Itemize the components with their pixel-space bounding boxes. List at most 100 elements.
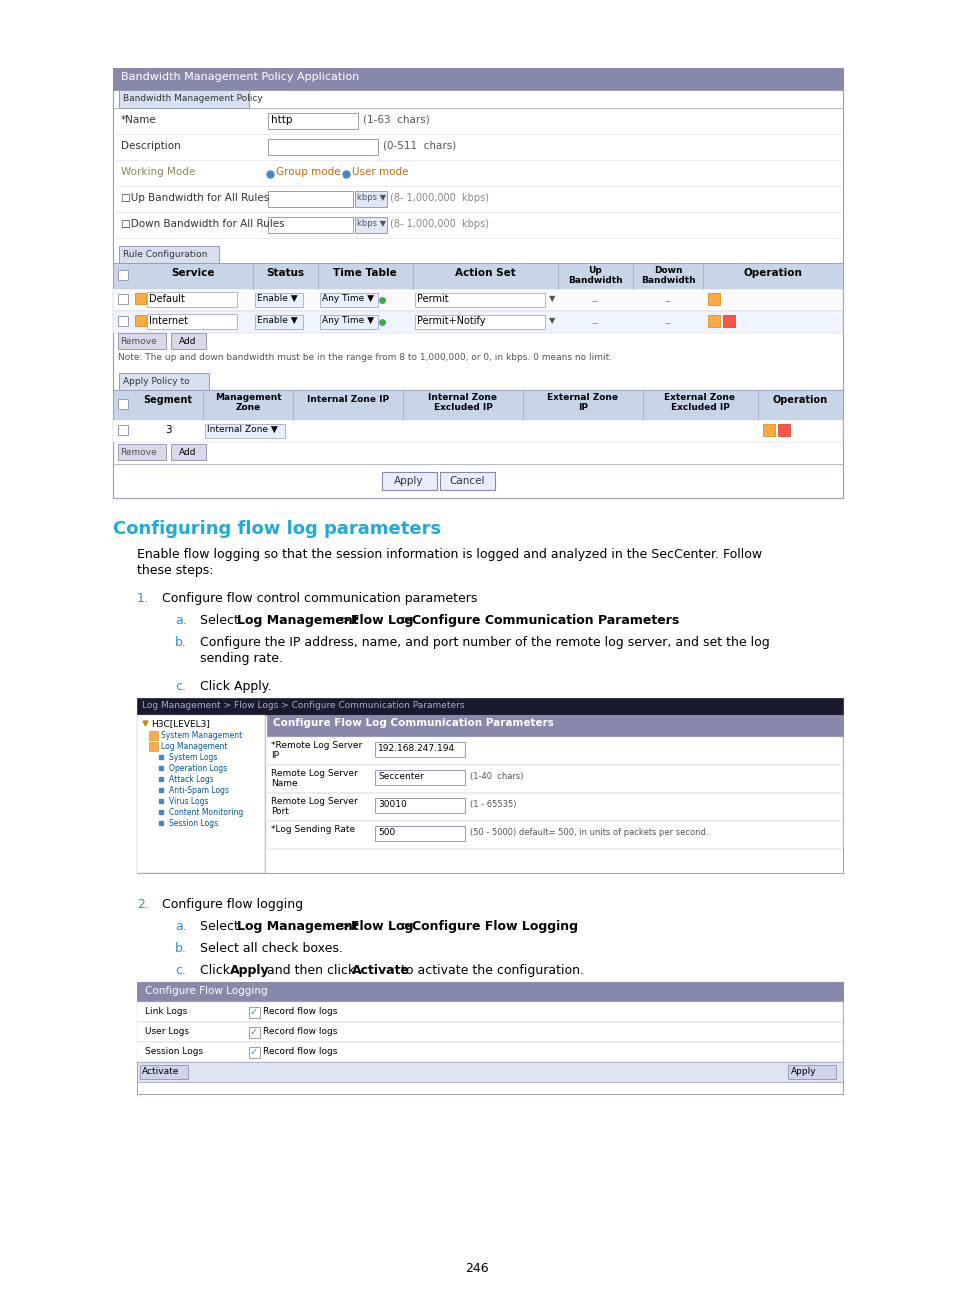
- Text: Enable ▼: Enable ▼: [256, 316, 297, 325]
- FancyBboxPatch shape: [137, 1002, 842, 1023]
- FancyBboxPatch shape: [135, 315, 146, 327]
- FancyBboxPatch shape: [205, 424, 285, 438]
- FancyBboxPatch shape: [319, 293, 377, 307]
- Text: Select all check boxes.: Select all check boxes.: [200, 942, 342, 955]
- Text: Remote Log Server
Name: Remote Log Server Name: [271, 769, 357, 788]
- FancyBboxPatch shape: [415, 293, 544, 307]
- FancyBboxPatch shape: [268, 113, 357, 130]
- FancyBboxPatch shape: [249, 1026, 260, 1038]
- FancyBboxPatch shape: [249, 1047, 260, 1058]
- Text: .: .: [539, 920, 543, 933]
- Text: Internet: Internet: [149, 316, 188, 327]
- Text: System Management: System Management: [161, 731, 242, 740]
- Text: kbps ▼: kbps ▼: [356, 219, 386, 228]
- Text: kbps ▼: kbps ▼: [356, 193, 386, 202]
- Text: Segment: Segment: [143, 395, 193, 404]
- Text: Record flow logs: Record flow logs: [263, 1007, 337, 1016]
- Text: Management
Zone: Management Zone: [214, 393, 281, 412]
- Text: Session Logs: Session Logs: [145, 1047, 203, 1056]
- Text: Configuring flow log parameters: Configuring flow log parameters: [112, 520, 440, 538]
- Text: Log Management: Log Management: [236, 920, 358, 933]
- FancyBboxPatch shape: [254, 315, 303, 329]
- Text: *Name: *Name: [121, 115, 156, 124]
- Text: (1 - 65535): (1 - 65535): [470, 800, 516, 809]
- Text: 246: 246: [465, 1262, 488, 1275]
- Text: (1-63  chars): (1-63 chars): [363, 115, 429, 124]
- Text: 192.168.247.194: 192.168.247.194: [377, 744, 455, 753]
- Text: Log Management: Log Management: [161, 743, 227, 750]
- Text: □Up Bandwidth for All Rules: □Up Bandwidth for All Rules: [121, 193, 269, 203]
- Text: Enable ▼: Enable ▼: [256, 294, 297, 303]
- Text: Down
Bandwidth: Down Bandwidth: [640, 266, 695, 285]
- FancyBboxPatch shape: [119, 373, 209, 390]
- Text: Remote Log Server
Port: Remote Log Server Port: [271, 797, 357, 816]
- Text: Record flow logs: Record flow logs: [263, 1047, 337, 1056]
- Text: □Down Bandwidth for All Rules: □Down Bandwidth for All Rules: [121, 219, 284, 229]
- FancyBboxPatch shape: [722, 315, 734, 327]
- Text: Virus Logs: Virus Logs: [169, 797, 209, 806]
- FancyBboxPatch shape: [149, 731, 158, 740]
- Text: Operation Logs: Operation Logs: [169, 765, 227, 772]
- Text: ✓: ✓: [250, 1026, 258, 1037]
- Text: Click Apply.: Click Apply.: [200, 680, 271, 693]
- FancyBboxPatch shape: [707, 315, 720, 327]
- Text: Internal Zone
Excluded IP: Internal Zone Excluded IP: [428, 393, 497, 412]
- FancyBboxPatch shape: [118, 316, 128, 327]
- FancyBboxPatch shape: [112, 289, 842, 311]
- FancyBboxPatch shape: [112, 67, 842, 89]
- Text: sending rate.: sending rate.: [200, 652, 283, 665]
- Text: Content Monitoring: Content Monitoring: [169, 807, 243, 816]
- Text: Bandwidth Management Policy Application: Bandwidth Management Policy Application: [121, 73, 359, 82]
- Text: Up
Bandwidth: Up Bandwidth: [567, 266, 621, 285]
- FancyBboxPatch shape: [254, 293, 303, 307]
- FancyBboxPatch shape: [137, 982, 842, 1094]
- Text: *Remote Log Server
IP: *Remote Log Server IP: [271, 741, 362, 761]
- FancyBboxPatch shape: [355, 191, 387, 207]
- FancyBboxPatch shape: [137, 1023, 842, 1042]
- Text: a.: a.: [174, 614, 187, 627]
- Text: System Logs: System Logs: [169, 753, 217, 762]
- FancyBboxPatch shape: [171, 333, 206, 349]
- Text: 3: 3: [165, 425, 172, 435]
- Text: c.: c.: [174, 680, 186, 693]
- FancyBboxPatch shape: [381, 472, 436, 490]
- Text: c.: c.: [174, 964, 186, 977]
- Text: Remove: Remove: [120, 337, 156, 346]
- Text: Bandwidth Management Policy: Bandwidth Management Policy: [123, 95, 262, 102]
- Text: >: >: [335, 920, 355, 933]
- Text: Apply Policy to: Apply Policy to: [123, 377, 190, 386]
- Text: Permit+Notify: Permit+Notify: [416, 316, 485, 327]
- FancyBboxPatch shape: [137, 1061, 842, 1082]
- FancyBboxPatch shape: [268, 191, 353, 207]
- Text: Add: Add: [179, 337, 196, 346]
- FancyBboxPatch shape: [778, 424, 789, 435]
- Text: Log Management: Log Management: [236, 614, 358, 627]
- Text: Anti-Spam Logs: Anti-Spam Logs: [169, 785, 229, 794]
- FancyBboxPatch shape: [137, 1042, 842, 1061]
- FancyBboxPatch shape: [171, 445, 206, 460]
- Text: (50 - 5000) default= 500, in units of packets per second.: (50 - 5000) default= 500, in units of pa…: [470, 828, 708, 837]
- Text: b.: b.: [174, 942, 187, 955]
- Text: (1-40  chars): (1-40 chars): [470, 772, 523, 781]
- Text: Any Time ▼: Any Time ▼: [322, 294, 374, 303]
- Text: Select: Select: [200, 920, 243, 933]
- Text: Working Mode: Working Mode: [121, 167, 195, 178]
- FancyBboxPatch shape: [267, 793, 842, 820]
- FancyBboxPatch shape: [375, 743, 464, 757]
- FancyBboxPatch shape: [140, 1065, 188, 1080]
- Text: (0-511  chars): (0-511 chars): [382, 141, 456, 152]
- Text: Attack Logs: Attack Logs: [169, 775, 213, 784]
- Text: Seccenter: Seccenter: [377, 772, 423, 781]
- Text: Configure the IP address, name, and port number of the remote log server, and se: Configure the IP address, name, and port…: [200, 636, 769, 649]
- Text: Select: Select: [200, 614, 243, 627]
- Text: Permit: Permit: [416, 294, 448, 305]
- FancyBboxPatch shape: [119, 246, 219, 263]
- Text: (8- 1,000,000  kbps): (8- 1,000,000 kbps): [390, 219, 489, 229]
- Text: Configure Communication Parameters: Configure Communication Parameters: [412, 614, 679, 627]
- FancyBboxPatch shape: [375, 826, 464, 841]
- Text: Any Time ▼: Any Time ▼: [322, 316, 374, 325]
- Text: a.: a.: [174, 920, 187, 933]
- FancyBboxPatch shape: [137, 715, 842, 874]
- Text: Session Logs: Session Logs: [169, 819, 218, 828]
- Text: Configure Flow Logging: Configure Flow Logging: [412, 920, 578, 933]
